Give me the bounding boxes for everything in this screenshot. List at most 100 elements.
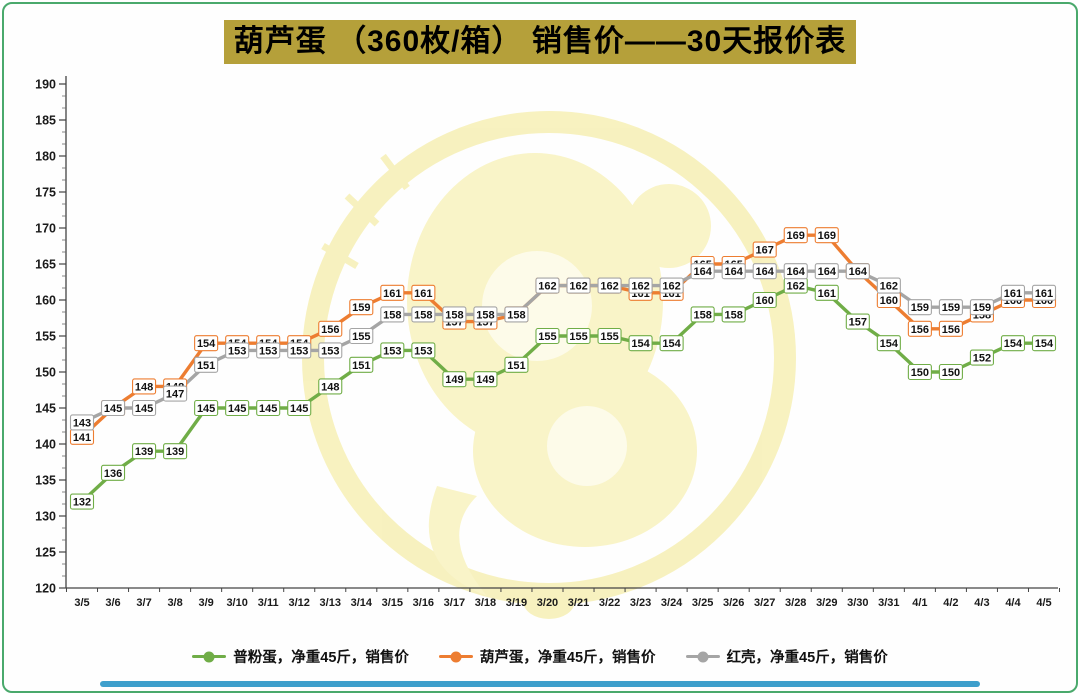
series-line-2: [78, 267, 1048, 426]
data-label: 159: [911, 302, 929, 314]
data-label: 148: [135, 381, 153, 393]
data-label: 159: [942, 302, 960, 314]
x-axis-tick-label: 3/22: [599, 597, 620, 609]
data-label: 154: [631, 338, 650, 350]
x-axis-tick-label: 3/23: [630, 597, 651, 609]
data-label: 145: [135, 403, 153, 415]
legend-marker-icon: [685, 651, 720, 662]
data-label: 162: [538, 281, 556, 293]
y-axis-tick-label: 145: [35, 402, 56, 416]
x-axis-tick-label: 3/24: [661, 597, 683, 609]
x-axis-tick-label: 3/11: [258, 597, 279, 609]
data-label: 154: [1035, 338, 1054, 350]
x-axis-tick-label: 3/6: [105, 597, 120, 609]
y-axis-tick-label: 135: [35, 474, 56, 488]
page-title: 葫芦蛋 （360枚/箱） 销售价——30天报价表: [223, 20, 857, 64]
data-label: 160: [756, 295, 774, 307]
y-axis-tick-label: 180: [35, 150, 56, 164]
data-label: 162: [787, 281, 805, 293]
y-axis-tick-label: 130: [35, 510, 56, 524]
data-label: 149: [445, 374, 463, 386]
data-label: 151: [352, 360, 370, 372]
data-label: 158: [476, 309, 494, 321]
data-label: 156: [321, 324, 339, 336]
data-label: 132: [73, 497, 91, 509]
data-label: 162: [662, 281, 680, 293]
data-label: 169: [787, 230, 805, 242]
data-label: 162: [600, 281, 618, 293]
data-label: 154: [662, 338, 681, 350]
data-label: 155: [569, 331, 587, 343]
y-axis-tick-label: 120: [35, 582, 56, 596]
data-label: 158: [693, 309, 711, 321]
data-label: 169: [818, 230, 836, 242]
x-axis-tick-label: 3/28: [785, 597, 806, 609]
x-axis-tick-label: 3/29: [816, 597, 837, 609]
data-label: 164: [849, 266, 868, 278]
data-label: 162: [880, 281, 898, 293]
y-axis-tick-label: 150: [35, 366, 56, 380]
data-label: 153: [259, 345, 277, 357]
data-label: 156: [911, 324, 929, 336]
y-axis-tick-label: 170: [35, 222, 56, 236]
data-label: 161: [1004, 288, 1022, 300]
data-label: 157: [849, 317, 867, 329]
x-axis-tick-label: 3/9: [198, 597, 213, 609]
data-label: 159: [352, 302, 370, 314]
data-label: 161: [1035, 288, 1053, 300]
data-label: 153: [290, 345, 308, 357]
data-label: 148: [321, 381, 339, 393]
axes: 120 125 130 135 140 145 150 155 160 165 170 175 180 1…: [35, 76, 1061, 609]
legend-marker-icon: [192, 651, 227, 662]
data-label: 162: [569, 281, 587, 293]
x-axis-tick-label: 3/25: [692, 597, 713, 609]
data-label: 158: [507, 309, 525, 321]
legend-label: 普粉蛋，净重45斤，销售价: [233, 650, 409, 666]
x-axis-tick-label: 3/5: [74, 597, 89, 609]
data-label: 145: [104, 403, 122, 415]
bottom-bar: [100, 681, 980, 687]
data-label: 153: [321, 345, 339, 357]
x-axis-tick-label: 3/10: [226, 597, 247, 609]
data-label: 143: [73, 417, 91, 429]
data-label: 145: [197, 403, 215, 415]
legend-item-0: 普粉蛋，净重45斤，销售价: [192, 646, 409, 667]
data-label: 153: [414, 345, 432, 357]
x-axis-tick-label: 3/26: [723, 597, 744, 609]
x-axis-tick-label: 3/16: [413, 597, 434, 609]
x-axis-tick-label: 3/8: [167, 597, 182, 609]
data-label: 145: [228, 403, 246, 415]
y-axis-tick-label: 175: [35, 186, 56, 200]
legend-label: 葫芦蛋，净重45斤，销售价: [479, 650, 656, 666]
data-label: 161: [414, 288, 432, 300]
x-axis-tick-label: 3/27: [754, 597, 775, 609]
data-label: 164: [724, 266, 743, 278]
data-label: 154: [880, 338, 899, 350]
data-label: 164: [818, 266, 837, 278]
data-label: 150: [911, 367, 929, 379]
data-label: 145: [290, 403, 308, 415]
data-label: 147: [166, 389, 184, 401]
x-axis-tick-label: 3/17: [444, 597, 465, 609]
data-label: 162: [631, 281, 649, 293]
x-axis-tick-label: 4/2: [943, 597, 958, 609]
series-line-0: [78, 282, 1048, 505]
y-axis-tick-label: 160: [35, 294, 56, 308]
data-label: 164: [756, 266, 775, 278]
x-axis-tick-label: 3/30: [847, 597, 868, 609]
data-label: 141: [73, 432, 91, 444]
data-label: 160: [880, 295, 898, 307]
x-axis-tick-label: 3/13: [320, 597, 341, 609]
data-label: 164: [787, 266, 806, 278]
data-label: 155: [538, 331, 556, 343]
data-label: 158: [414, 309, 432, 321]
data-label: 139: [166, 446, 184, 458]
data-label: 153: [228, 345, 246, 357]
legend-label: 红壳，净重45斤，销售价: [726, 650, 888, 666]
series-labels-2: 143 145 145 147 151 153 153 153 153 155 158 158 158 1…: [69, 263, 1057, 431]
data-label: 155: [352, 331, 370, 343]
y-axis-tick-label: 125: [35, 546, 56, 560]
x-axis-tick-label: 3/18: [475, 597, 496, 609]
data-label: 145: [259, 403, 277, 415]
x-axis-tick-label: 3/21: [568, 597, 589, 609]
